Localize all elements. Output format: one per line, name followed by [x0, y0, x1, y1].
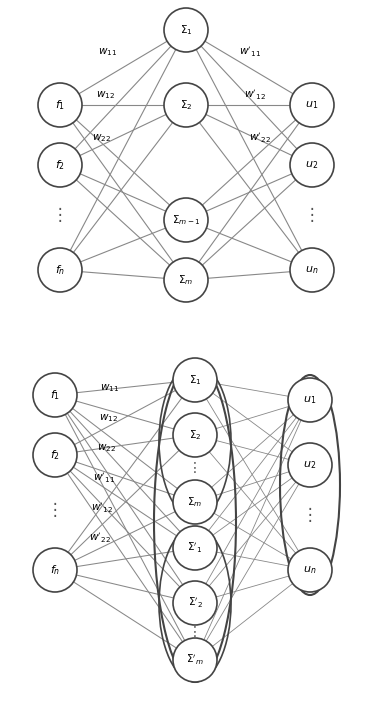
Circle shape	[33, 433, 77, 477]
Circle shape	[288, 378, 332, 422]
Circle shape	[173, 638, 217, 682]
Text: $f_2$: $f_2$	[50, 448, 60, 462]
Circle shape	[173, 480, 217, 524]
Text: $\Sigma_2$: $\Sigma_2$	[180, 98, 192, 112]
Circle shape	[164, 198, 208, 242]
Text: $\Sigma_m$: $\Sigma_m$	[179, 273, 193, 287]
Text: $\Sigma'_m$: $\Sigma'_m$	[186, 653, 204, 667]
Text: $w_{11}$: $w_{11}$	[100, 382, 119, 394]
Text: $w'_{12}$: $w'_{12}$	[244, 88, 266, 102]
Text: ⋮: ⋮	[188, 461, 202, 475]
Circle shape	[288, 443, 332, 487]
Text: $\Sigma_2$: $\Sigma_2$	[189, 428, 201, 442]
Text: $f_n$: $f_n$	[50, 563, 60, 577]
Text: $\Sigma_1$: $\Sigma_1$	[189, 373, 201, 387]
Text: $\Sigma_1$: $\Sigma_1$	[180, 23, 192, 37]
Text: $w'_{22}$: $w'_{22}$	[89, 531, 111, 545]
Text: $f_2$: $f_2$	[55, 158, 65, 172]
Text: $w_{22}$: $w_{22}$	[96, 442, 115, 454]
Text: $w_{12}$: $w_{12}$	[99, 412, 118, 424]
Text: $w'_{12}$: $w'_{12}$	[91, 501, 113, 515]
Text: $w_{11}$: $w_{11}$	[99, 46, 118, 58]
Text: $u_n$: $u_n$	[305, 264, 319, 276]
Text: $f_n$: $f_n$	[55, 263, 65, 277]
Text: $u_2$: $u_2$	[305, 159, 318, 171]
Text: ⋮: ⋮	[47, 501, 63, 519]
Text: ⋮: ⋮	[302, 506, 318, 524]
Circle shape	[164, 83, 208, 127]
Circle shape	[38, 248, 82, 292]
Text: $\Sigma_m$: $\Sigma_m$	[187, 495, 203, 509]
Circle shape	[38, 143, 82, 187]
Text: $w'_{11}$: $w'_{11}$	[93, 471, 115, 485]
Circle shape	[288, 548, 332, 592]
Text: ⋮: ⋮	[52, 206, 68, 224]
Text: ⋮: ⋮	[188, 625, 202, 639]
Circle shape	[173, 526, 217, 570]
Text: $f_1$: $f_1$	[50, 388, 60, 402]
Text: $u_1$: $u_1$	[303, 394, 317, 406]
Circle shape	[173, 581, 217, 625]
Circle shape	[33, 548, 77, 592]
Circle shape	[290, 143, 334, 187]
Text: $\Sigma_{m-1}$: $\Sigma_{m-1}$	[172, 213, 200, 227]
Circle shape	[173, 413, 217, 457]
Circle shape	[38, 83, 82, 127]
Text: $u_1$: $u_1$	[305, 99, 319, 111]
Text: $w_{12}$: $w_{12}$	[96, 89, 115, 101]
Text: $w_{22}$: $w_{22}$	[92, 132, 110, 144]
Circle shape	[164, 258, 208, 302]
Text: $\Sigma'_2$: $\Sigma'_2$	[187, 596, 202, 610]
Text: $w'_{11}$: $w'_{11}$	[239, 45, 261, 59]
Text: $u_n$: $u_n$	[303, 564, 317, 576]
Circle shape	[290, 248, 334, 292]
Text: $\Sigma'_1$: $\Sigma'_1$	[187, 541, 202, 555]
Text: $u_2$: $u_2$	[304, 459, 317, 471]
Circle shape	[33, 373, 77, 417]
Text: ⋮: ⋮	[304, 206, 320, 224]
Circle shape	[290, 83, 334, 127]
Circle shape	[173, 358, 217, 402]
Text: $w'_{22}$: $w'_{22}$	[249, 131, 271, 145]
Text: $f_1$: $f_1$	[55, 98, 65, 112]
Circle shape	[164, 8, 208, 52]
